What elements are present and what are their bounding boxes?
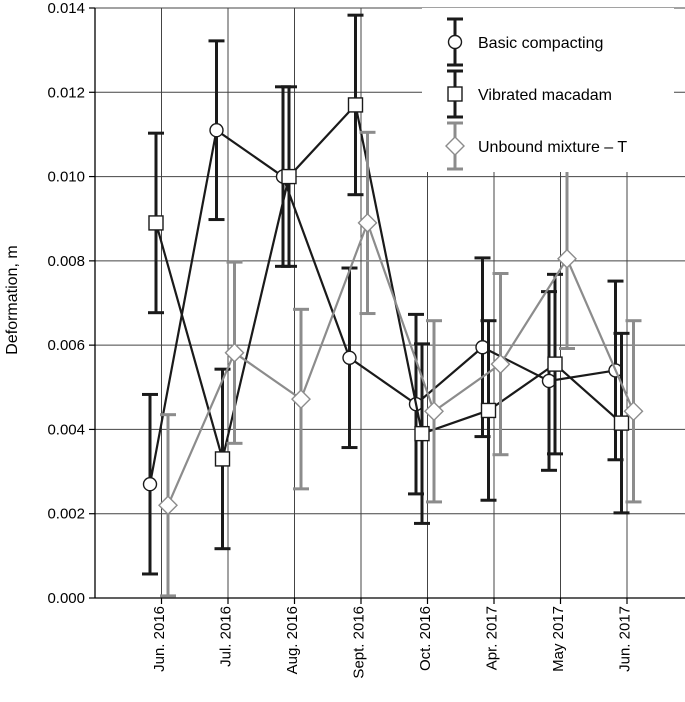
y-tick-label: 0.002 — [47, 506, 85, 523]
y-tick-label: 0.014 — [47, 0, 85, 17]
y-tick-label: 0.008 — [47, 253, 85, 270]
y-tick-label: 0.000 — [47, 590, 85, 607]
legend-box — [422, 8, 674, 172]
marker-diamond — [490, 354, 511, 375]
marker-square — [281, 168, 297, 185]
marker-diamond — [424, 401, 444, 422]
legend: Basic compacting Vibrated macadam Unbound … — [422, 8, 674, 172]
marker-diamond — [158, 495, 178, 516]
series-line — [166, 219, 635, 506]
marker-diamond — [291, 389, 311, 410]
x-tick-label: Oct. 2016 — [417, 606, 434, 671]
marker-square — [148, 215, 164, 231]
marker-diamond — [445, 136, 465, 156]
marker-square — [480, 402, 497, 419]
x-tick-label: Jul. 2016 — [218, 606, 235, 667]
marker-circle — [209, 123, 224, 138]
legend-item: Basic compacting — [447, 17, 603, 67]
x-tick-labels: Jun. 2016 Jul. 2016 Aug. 2016 Sept. 2016 Oct… — [151, 606, 634, 679]
marker-square — [547, 356, 563, 372]
marker-square — [414, 425, 430, 442]
series-line — [148, 128, 616, 485]
marker-diamond — [224, 342, 245, 363]
legend-item: Vibrated macadam — [447, 69, 612, 119]
y-tick-label: 0.012 — [47, 84, 85, 101]
marker-circle — [447, 34, 463, 50]
y-tick-label: 0.006 — [47, 337, 85, 354]
marker-square — [347, 97, 364, 113]
y-tick-label: 0.004 — [47, 421, 85, 438]
series — [142, 13, 644, 598]
marker-circle — [342, 350, 357, 365]
y-tick-label: 0.010 — [47, 169, 85, 186]
x-tick-label: Apr. 2017 — [484, 606, 501, 670]
marker-diamond — [557, 248, 577, 269]
x-tick-label: Aug. 2016 — [284, 606, 301, 674]
x-tick-label: Sept. 2016 — [351, 606, 368, 679]
y-axis-title: Deformation, m — [4, 245, 21, 354]
series-diamond — [158, 130, 644, 598]
legend-label: Unbound mixture – T — [478, 139, 627, 156]
marker-square — [447, 86, 463, 102]
x-tick-label: Jun. 2016 — [151, 606, 168, 672]
marker-diamond — [357, 212, 378, 233]
y-tick-labels: 0.000 0.002 0.004 0.006 0.008 0.010 0.012 0.014 — [47, 0, 85, 607]
axes — [89, 7, 685, 604]
marker-diamond — [623, 401, 644, 422]
marker-square — [613, 415, 630, 431]
legend-label: Vibrated macadam — [478, 87, 612, 104]
legend-item: Unbound mixture – T — [445, 121, 627, 171]
x-tick-label: Jun. 2017 — [617, 606, 634, 672]
legend-label: Basic compacting — [478, 35, 603, 52]
x-tick-label: May 2017 — [550, 606, 567, 672]
marker-circle — [142, 477, 158, 492]
marker-square — [214, 451, 231, 467]
